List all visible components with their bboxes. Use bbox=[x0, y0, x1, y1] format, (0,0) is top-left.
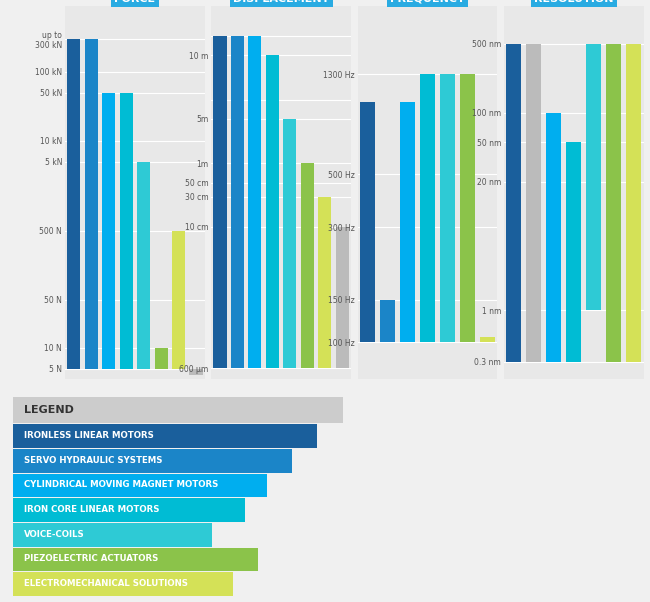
Bar bbox=[526, 43, 541, 362]
Bar bbox=[13, 449, 292, 473]
Text: PIEZOELECTRIC ACTUATORS: PIEZOELECTRIC ACTUATORS bbox=[23, 554, 158, 563]
Bar bbox=[266, 55, 279, 368]
Bar bbox=[420, 74, 435, 342]
Bar bbox=[248, 36, 261, 368]
Bar bbox=[120, 93, 133, 368]
Bar bbox=[283, 119, 296, 368]
Title: DISPLACEMENT: DISPLACEMENT bbox=[233, 0, 330, 4]
Bar bbox=[231, 36, 244, 368]
Text: IRONLESS LINEAR MOTORS: IRONLESS LINEAR MOTORS bbox=[23, 431, 153, 440]
Bar bbox=[172, 231, 185, 368]
Bar bbox=[506, 43, 521, 362]
Bar bbox=[13, 573, 233, 596]
Text: VOICE-COILS: VOICE-COILS bbox=[23, 530, 84, 539]
Bar bbox=[546, 113, 561, 362]
Bar bbox=[13, 424, 317, 448]
Bar bbox=[360, 102, 375, 342]
Bar bbox=[335, 227, 349, 368]
Bar bbox=[13, 474, 266, 497]
Text: LEGEND: LEGEND bbox=[23, 405, 73, 415]
Text: CYLINDRICAL MOVING MAGNET MOTORS: CYLINDRICAL MOVING MAGNET MOTORS bbox=[23, 480, 218, 489]
Title: FORCE: FORCE bbox=[114, 0, 155, 4]
Bar bbox=[480, 337, 495, 342]
Bar bbox=[189, 368, 203, 375]
Bar bbox=[400, 102, 415, 342]
Text: IRON CORE LINEAR MOTORS: IRON CORE LINEAR MOTORS bbox=[23, 505, 159, 514]
Bar bbox=[13, 548, 258, 571]
Bar bbox=[213, 36, 227, 368]
Title: RESOLUTION: RESOLUTION bbox=[534, 0, 614, 4]
Bar bbox=[318, 197, 332, 368]
Bar bbox=[586, 43, 601, 310]
Bar bbox=[566, 142, 581, 362]
Bar bbox=[626, 43, 641, 362]
Text: ELECTROMECHANICAL SOLUTIONS: ELECTROMECHANICAL SOLUTIONS bbox=[23, 579, 188, 588]
Bar bbox=[84, 39, 98, 368]
Bar bbox=[13, 397, 343, 423]
Title: FREQUENCY: FREQUENCY bbox=[390, 0, 465, 4]
Bar bbox=[301, 163, 314, 368]
Bar bbox=[440, 74, 455, 342]
Bar bbox=[380, 300, 395, 342]
Bar bbox=[67, 39, 81, 368]
Bar bbox=[13, 498, 246, 522]
Bar bbox=[13, 523, 211, 547]
Bar bbox=[102, 93, 115, 368]
Bar bbox=[606, 43, 621, 362]
Bar bbox=[460, 74, 474, 342]
Text: SERVO HYDRAULIC SYSTEMS: SERVO HYDRAULIC SYSTEMS bbox=[23, 456, 162, 465]
Bar bbox=[155, 348, 168, 368]
Bar bbox=[137, 161, 150, 368]
